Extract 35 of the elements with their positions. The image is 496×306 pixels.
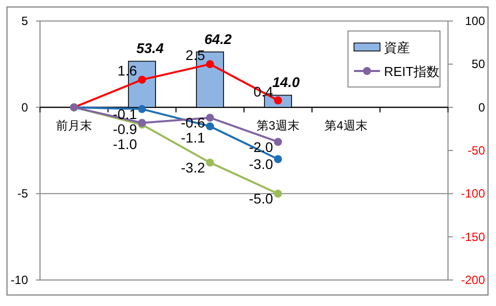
data-label: -3.0: [248, 156, 274, 172]
y2-tick-label: -50: [468, 144, 486, 158]
y-tick-label: -10: [10, 273, 28, 287]
y2-tick-label: 0: [478, 100, 486, 114]
point: [138, 105, 146, 114]
data-label: 64.2: [204, 30, 232, 47]
data-label: -3.2: [180, 160, 206, 176]
point: [138, 76, 146, 84]
point: [274, 190, 282, 198]
point: [206, 122, 214, 130]
legend-label: 資産: [384, 40, 410, 55]
y2-tick-label: -200: [460, 273, 486, 287]
y2-tick-label: 100: [464, 14, 486, 28]
point: [206, 114, 214, 122]
x-tick-label: 第3週末: [256, 118, 300, 132]
x-tick-label: 前月末: [56, 118, 92, 132]
point: [274, 138, 282, 146]
point: [206, 158, 214, 167]
y-tick-label: -5: [17, 186, 28, 201]
data-label: 14.0: [272, 74, 300, 90]
data-label: -5.0: [248, 190, 274, 207]
data-label: -0.9: [112, 121, 138, 138]
y2-tick-label: -100: [460, 186, 486, 201]
legend-label: REIT指数: [384, 64, 440, 79]
data-label: -1.1: [180, 130, 206, 146]
y2-tick-label: -150: [460, 230, 486, 244]
point: [274, 155, 282, 164]
data-label: -0.1: [112, 106, 138, 122]
y-tick-label: 0: [21, 100, 28, 114]
point: [206, 60, 214, 68]
y2-tick-label: 50: [472, 57, 486, 72]
x-tick-label: 第4週末: [324, 118, 368, 132]
data-label: 53.4: [136, 40, 164, 56]
y-tick-label: 5: [21, 14, 28, 28]
data-label: -1.0: [112, 136, 138, 152]
